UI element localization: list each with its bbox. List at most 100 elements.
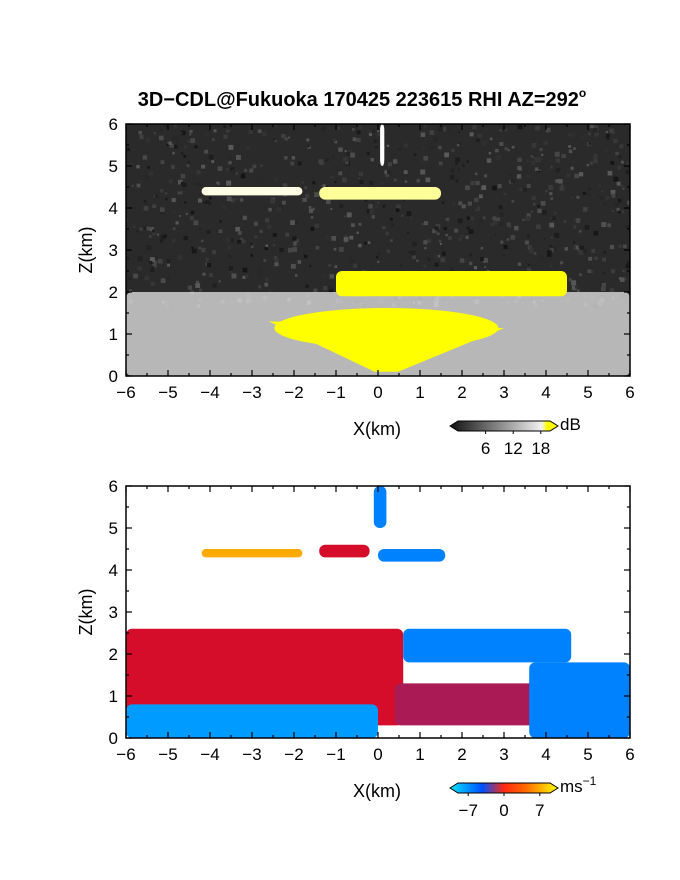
noise-pixel [245,145,251,151]
noise-pixel [483,257,488,263]
noise-pixel [479,175,483,179]
noise-pixel [291,263,296,269]
noise-pixel [434,255,438,259]
noise-pixel [517,124,523,130]
noise-pixel [330,208,333,210]
noise-pixel [348,148,352,153]
noise-pixel [618,155,622,159]
noise-pixel [511,145,515,149]
y-axis-label: Z(km) [76,589,96,636]
noise-pixel [204,149,208,154]
noise-pixel [345,235,348,238]
noise-pixel [593,154,598,159]
noise-pixel [158,259,163,264]
noise-pixel [145,138,150,143]
noise-pixel [351,128,355,131]
noise-pixel [297,161,302,166]
noise-pixel [402,198,405,201]
noise-pixel [438,161,443,166]
noise-pixel [603,271,606,274]
region-upper-layer-middle [319,544,370,558]
noise-pixel [473,266,478,270]
noise-pixel [328,286,332,291]
noise-pixel [411,250,416,256]
noise-pixel [609,128,614,133]
noise-pixel [511,200,515,203]
noise-pixel [412,241,417,247]
noise-pixel [189,129,193,134]
noise-pixel [274,258,279,263]
noise-pixel [325,158,329,162]
noise-pixel [284,156,288,160]
noise-pixel [593,158,598,164]
noise-pixel [604,148,608,152]
noise-pixel [248,129,253,134]
noise-pixel [178,255,183,260]
noise-pixel [552,247,556,251]
y-tick-label: 0 [109,729,118,748]
noise-pixel [443,227,447,231]
noise-pixel [448,236,452,240]
region-saturated-near-surface-cone-core [274,307,499,349]
noise-pixel [421,222,424,226]
noise-pixel [327,262,330,265]
noise-pixel [131,247,134,250]
noise-pixel [445,217,450,222]
noise-pixel [404,180,408,183]
noise-pixel [212,283,217,288]
noise-pixel [227,246,231,250]
noise-pixel [540,201,546,206]
noise-pixel [356,142,359,145]
noise-pixel [416,259,419,262]
noise-pixel [441,251,446,256]
noise-pixel [259,229,263,233]
noise-pixel [444,152,449,158]
y-tick-label: 3 [109,241,118,260]
noise-pixel [396,204,401,209]
noise-pixel [397,144,401,148]
y-tick-label: 1 [109,325,118,344]
noise-pixel [276,206,282,212]
x-tick-label: 4 [541,383,550,402]
noise-pixel [377,252,380,255]
noise-pixel [425,177,431,183]
noise-pixel [219,220,222,223]
noise-pixel [342,156,348,162]
noise-pixel [441,246,445,250]
noise-pixel [214,201,219,206]
noise-pixel [496,217,501,222]
noise-pixel [610,161,615,165]
noise-pixel [328,288,334,294]
noise-pixel [208,201,212,206]
noise-pixel [455,162,458,165]
noise-pixel [160,160,165,165]
noise-pixel [338,147,343,152]
noise-pixel [499,212,504,217]
noise-pixel [222,205,227,210]
noise-pixel [419,160,425,166]
noise-pixel [406,211,412,217]
noise-pixel [205,200,209,204]
noise-pixel [525,216,531,221]
noise-pixel [196,170,201,175]
noise-pixel [239,198,244,202]
noise-pixel [461,164,465,167]
noise-pixel [578,172,584,177]
noise-pixel [554,151,560,157]
noise-pixel [267,224,272,229]
noise-pixel [429,130,435,135]
noise-pixel [496,154,502,160]
noise-pixel [184,145,188,149]
noise-pixel [235,197,239,201]
noise-pixel [304,193,310,199]
x-tick-label: −1 [326,383,345,402]
noise-pixel [372,129,375,133]
noise-pixel [230,198,235,203]
noise-pixel [201,239,204,243]
noise-pixel [450,168,455,173]
noise-pixel [510,235,516,240]
x-tick-label: −5 [158,383,177,402]
noise-pixel [242,267,248,273]
noise-pixel [286,176,289,179]
noise-pixel [154,255,158,259]
